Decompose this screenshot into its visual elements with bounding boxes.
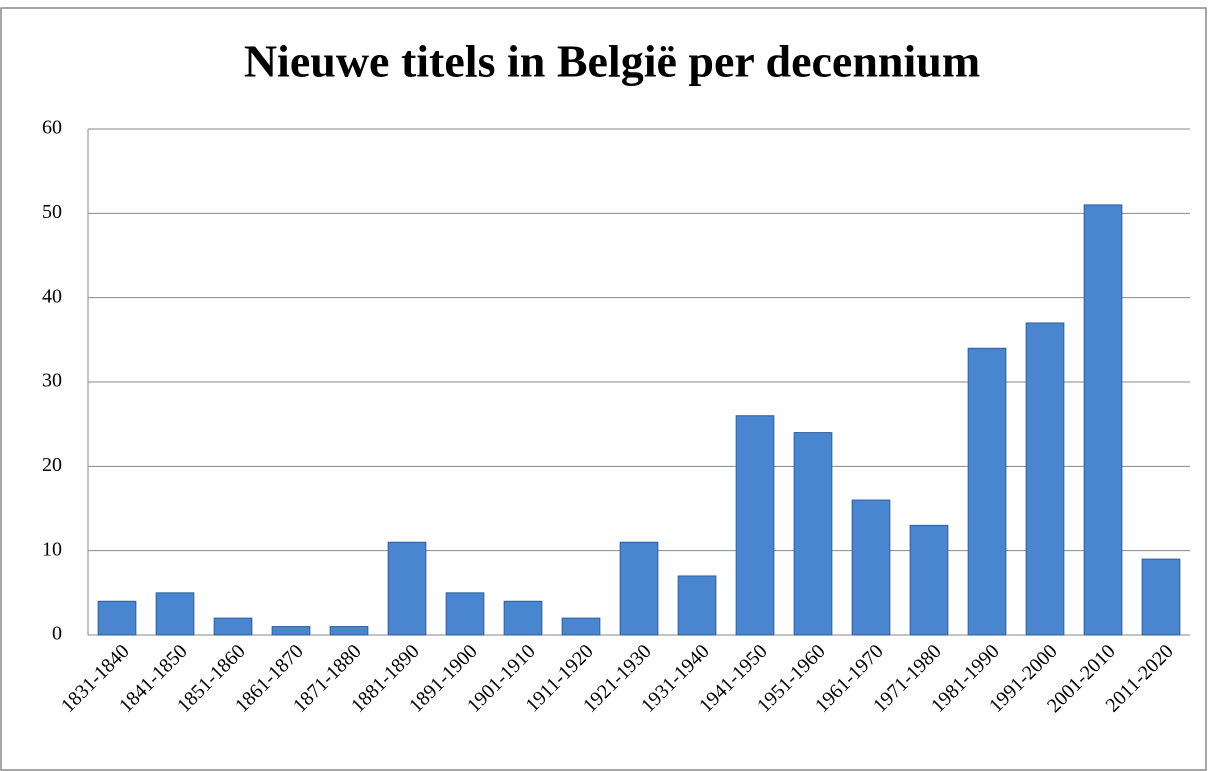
bar (271, 626, 311, 636)
bar (445, 592, 485, 636)
y-tick-label: 30 (42, 370, 62, 392)
y-tick-label: 40 (42, 285, 62, 307)
y-tick-label: 50 (42, 201, 62, 223)
bar (1141, 558, 1181, 636)
bar (561, 617, 601, 636)
bar (735, 415, 775, 636)
bar (967, 347, 1007, 636)
bar (1083, 204, 1123, 636)
y-tick-label: 20 (42, 454, 62, 476)
bar (909, 524, 949, 636)
bar (619, 541, 659, 636)
bar (155, 592, 195, 636)
bar (97, 600, 137, 636)
y-tick-label: 0 (52, 623, 62, 645)
bar (329, 626, 369, 636)
chart-title: Nieuwe titels in België per decennium (244, 36, 980, 87)
bar (1025, 322, 1065, 636)
bar (677, 575, 717, 636)
y-tick-label: 60 (42, 117, 62, 139)
bar (213, 617, 253, 636)
bar (387, 541, 427, 636)
bar (793, 432, 833, 636)
bar (503, 600, 543, 636)
y-tick-label: 10 (42, 538, 62, 560)
bar (851, 499, 891, 636)
